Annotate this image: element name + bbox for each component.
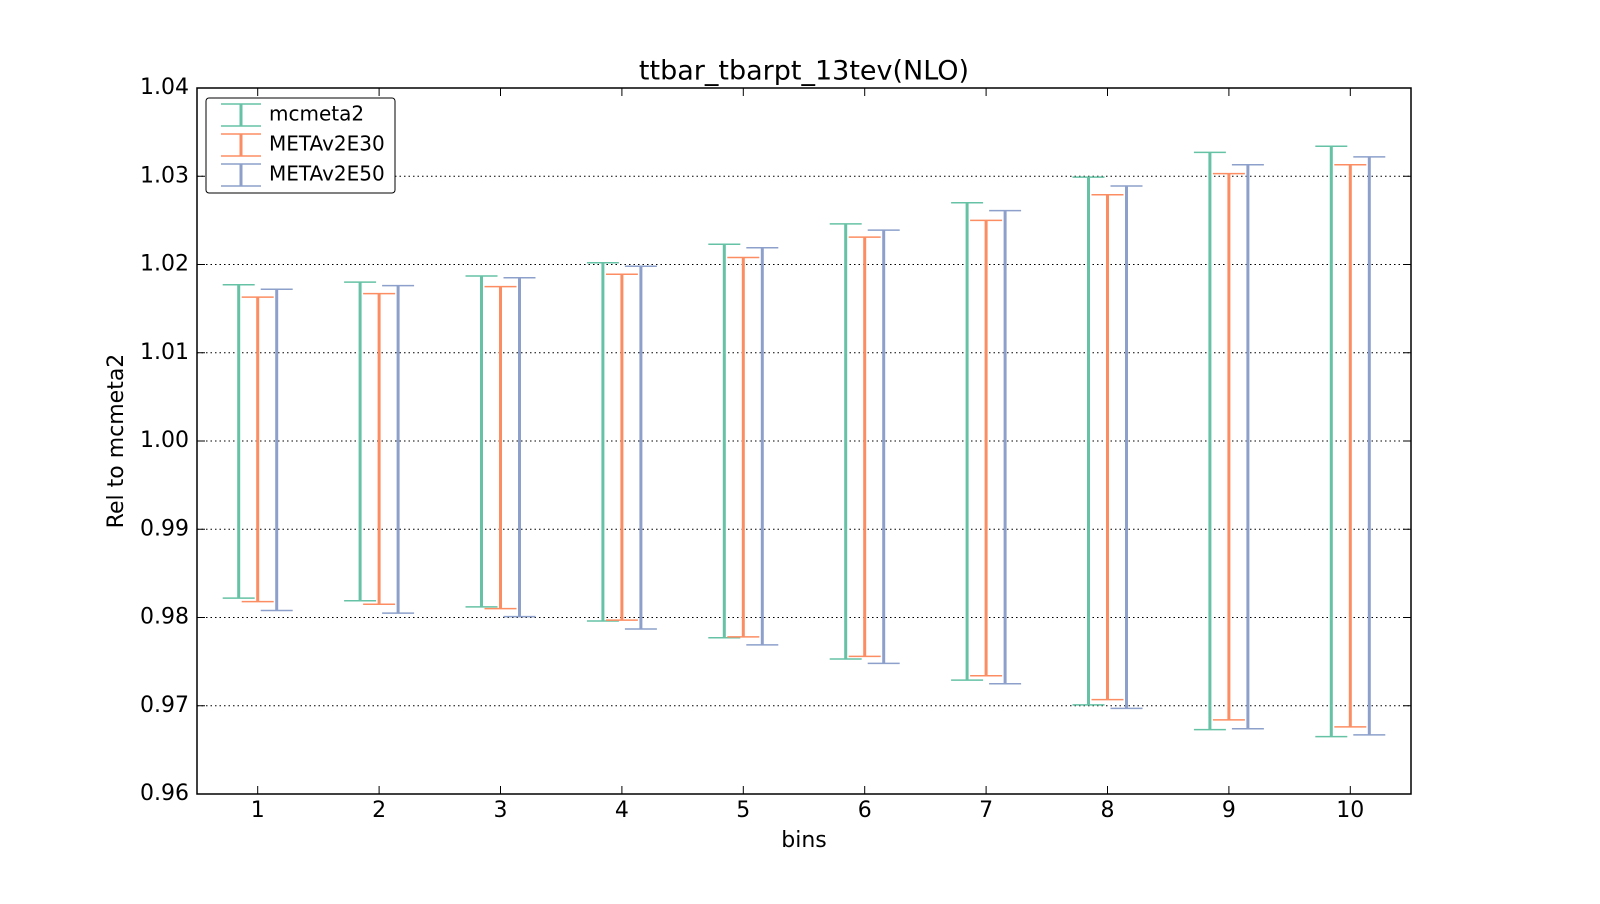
x-tick-label: 1 [251, 798, 265, 823]
x-tick-label: 7 [979, 798, 993, 823]
y-tick-label: 0.96 [140, 781, 189, 806]
x-tick-label: 10 [1336, 798, 1364, 823]
y-axis-label: Rel to mcmeta2 [104, 354, 129, 529]
x-tick-label: 9 [1222, 798, 1236, 823]
y-tick-label: 1.02 [140, 252, 189, 277]
x-tick-label: 8 [1101, 798, 1115, 823]
chart-title: ttbar_tbarpt_13tev(NLO) [639, 56, 969, 87]
legend-label: mcmeta2 [269, 102, 364, 126]
y-tick-label: 0.98 [140, 605, 189, 630]
y-tick-label: 1.01 [140, 340, 189, 365]
y-tick-label: 0.99 [140, 516, 189, 541]
legend-label: METAv2E50 [269, 162, 385, 186]
x-tick-label: 6 [858, 798, 872, 823]
x-tick-label: 3 [494, 798, 508, 823]
x-tick-label: 5 [736, 798, 750, 823]
y-tick-label: 0.97 [140, 693, 189, 718]
x-tick-label: 2 [372, 798, 386, 823]
y-tick-label: 1.00 [140, 428, 189, 453]
x-tick-label: 4 [615, 798, 629, 823]
legend-box [205, 97, 396, 194]
y-tick-label: 1.04 [140, 75, 189, 100]
legend-label: METAv2E30 [269, 132, 385, 156]
x-axis-label: bins [781, 828, 826, 853]
y-tick-label: 1.03 [140, 163, 189, 188]
plot-frame [196, 87, 1412, 795]
